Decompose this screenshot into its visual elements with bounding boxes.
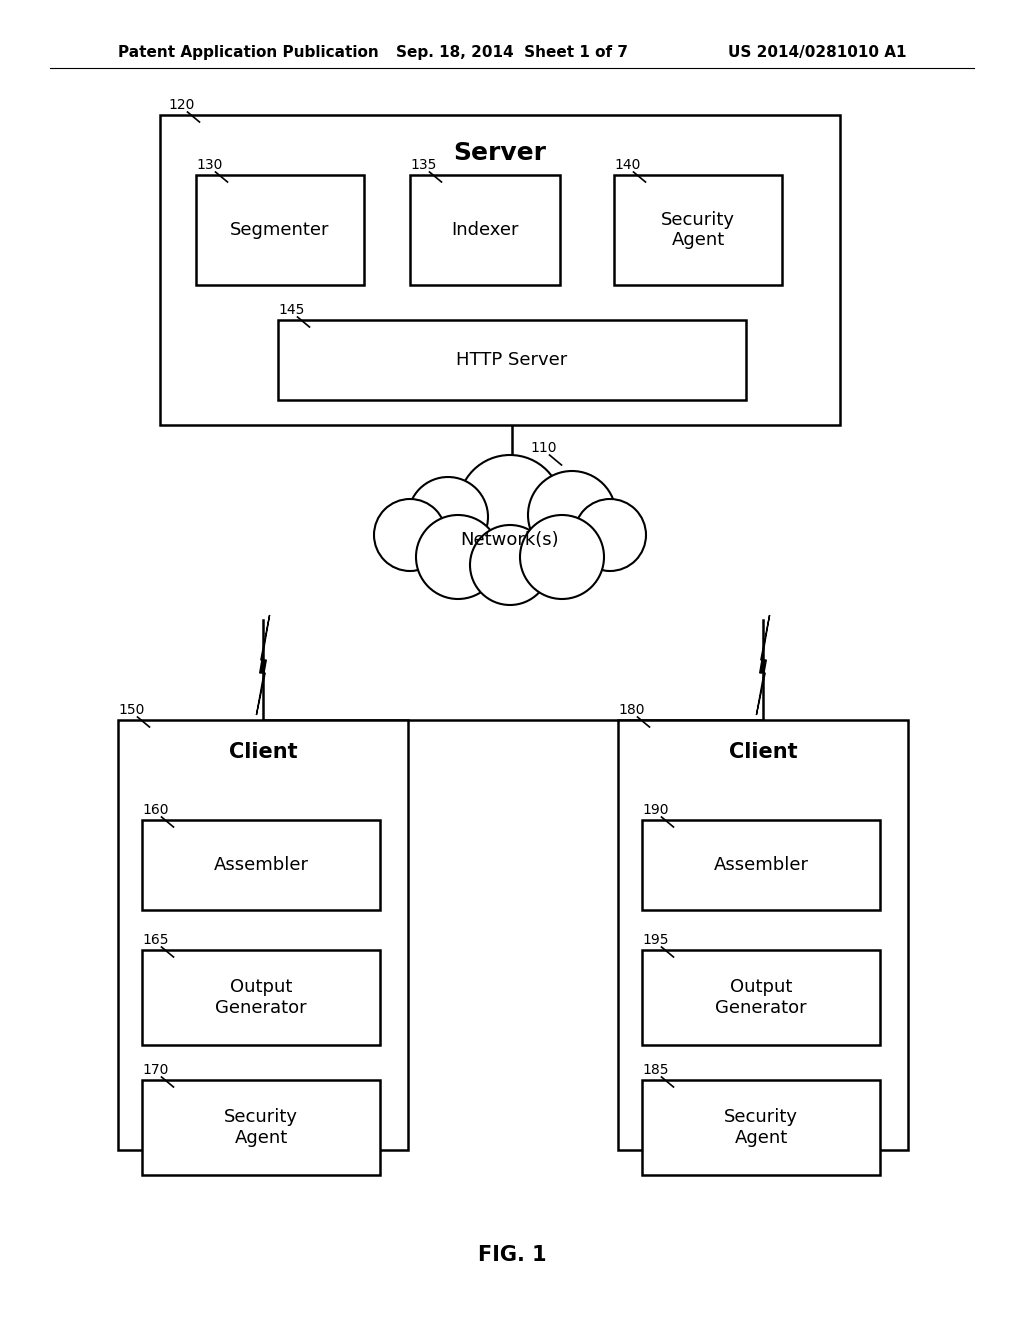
Bar [642,1080,880,1175]
Polygon shape [757,615,770,715]
Text: 140: 140 [614,158,640,172]
Bar [142,820,380,909]
Text: Security
Agent: Security Agent [724,1107,798,1147]
Circle shape [520,515,604,599]
Text: 130: 130 [196,158,222,172]
Text: 190: 190 [642,803,669,817]
Text: 165: 165 [142,933,169,946]
Text: 185: 185 [642,1063,669,1077]
Circle shape [408,477,488,557]
Text: Server: Server [454,141,547,165]
Circle shape [470,525,550,605]
Text: 145: 145 [278,304,304,317]
Text: Output
Generator: Output Generator [215,978,307,1016]
Text: 120: 120 [168,98,195,112]
Text: 135: 135 [410,158,436,172]
Text: Client: Client [729,742,798,762]
Text: Assembler: Assembler [213,855,308,874]
Text: Assembler: Assembler [714,855,809,874]
Text: 150: 150 [118,704,144,717]
Bar [618,719,908,1150]
Text: 160: 160 [142,803,169,817]
Text: 110: 110 [530,441,556,455]
Text: Indexer: Indexer [452,220,519,239]
Text: Sep. 18, 2014  Sheet 1 of 7: Sep. 18, 2014 Sheet 1 of 7 [396,45,628,59]
Bar [160,115,840,425]
Circle shape [458,455,562,558]
Text: Client: Client [228,742,297,762]
Bar [614,176,782,285]
Bar [410,176,560,285]
Text: Output
Generator: Output Generator [715,978,807,1016]
Circle shape [374,499,446,572]
Text: Network(s): Network(s) [461,531,559,549]
Text: HTTP Server: HTTP Server [457,351,567,370]
Circle shape [416,515,500,599]
Bar [118,719,408,1150]
Text: Security
Agent: Security Agent [662,211,735,249]
Polygon shape [256,615,269,715]
Bar [278,319,746,400]
Text: 170: 170 [142,1063,168,1077]
Text: 180: 180 [618,704,644,717]
Text: 195: 195 [642,933,669,946]
Bar [642,820,880,909]
Circle shape [574,499,646,572]
Circle shape [528,471,616,558]
Bar [642,950,880,1045]
Bar [196,176,364,285]
Text: US 2014/0281010 A1: US 2014/0281010 A1 [727,45,906,59]
Text: Security
Agent: Security Agent [224,1107,298,1147]
Text: Patent Application Publication: Patent Application Publication [118,45,379,59]
Bar [142,1080,380,1175]
Text: FIG. 1: FIG. 1 [477,1245,547,1265]
Text: Segmenter: Segmenter [230,220,330,239]
Bar [142,950,380,1045]
